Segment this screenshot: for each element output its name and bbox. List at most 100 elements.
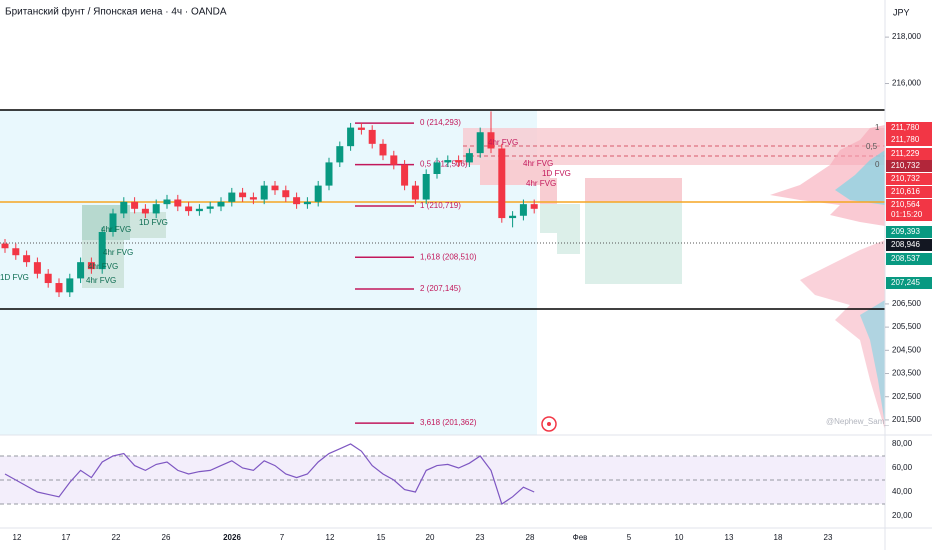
candle-body [66,278,74,293]
price-label: 211,780 [891,135,920,144]
candle-body [109,213,117,232]
candle-body [44,273,52,284]
fib-label: 0 (214,293) [420,118,461,127]
price-label-box [886,186,932,198]
candle-body [131,201,139,209]
price-label: 208,946 [891,240,920,249]
fvg-label: 4hr FVG [86,276,116,285]
rsi-tick-label: 60,00 [892,463,913,472]
chart-title: Британский фунт / Японская иена · 4ч · O… [5,6,227,18]
x-tick-label: 10 [675,533,684,542]
price-label: 211,229 [891,149,920,158]
fvg-label: 4hr FVG [88,262,118,271]
candle-body [163,199,171,205]
fvg-label: 1D FVG [542,169,571,178]
price-label-box [886,277,932,289]
candle-body [249,197,257,200]
candle-body [379,143,387,156]
fvg-label: 4hr FVG [103,248,133,257]
rsi-line [4,443,535,505]
price-label: 211,780 [891,123,920,132]
fvg-label: 1D FVG [0,273,29,282]
x-tick-label: 22 [112,533,121,542]
candle-body [87,262,95,270]
volume-profile [800,240,885,430]
x-tick-label: 17 [62,533,71,542]
candle-body [336,146,344,163]
candle-body [390,155,398,165]
fib-label: 3,618 (201,362) [420,418,477,427]
candle-body [465,153,473,163]
y-tick-label: 201,500 [892,415,921,424]
watermark: @Nephew_Sam_ [826,417,889,426]
candle-body [282,190,290,198]
candle-body [55,283,63,293]
candle-body [77,262,85,279]
candle-body [293,197,301,205]
x-tick-label: 5 [627,533,632,542]
candle-body [347,127,355,147]
x-tick-label: 12 [13,533,22,542]
price-label: 210,616 [891,187,920,196]
candle-body [1,243,9,249]
fvg-box [130,212,166,238]
fvg-label: 4hr FVG [101,225,131,234]
candle-body [98,232,106,270]
y-tick-label: 202,500 [892,392,921,401]
fvg-label: 4hr FVG [526,179,556,188]
y-tick-label: 205,500 [892,322,921,331]
price-label-box [886,253,932,265]
x-tick-label: 26 [162,533,171,542]
volume-profile [860,300,885,425]
candle-body [422,174,430,200]
candle-body [498,148,506,219]
price-label-box [886,239,932,251]
rsi-tick-label: 40,00 [892,487,913,496]
x-tick-label: 15 [377,533,386,542]
candle-body [314,185,322,202]
candle-body [476,132,484,154]
x-tick-label: 7 [280,533,285,542]
x-tick-label: 28 [526,533,535,542]
countdown: 01:15:20 [891,210,923,219]
candle-body [206,206,214,209]
x-tick-label: 13 [725,533,734,542]
x-tick-label: Фев [573,533,588,542]
x-tick-label: 23 [824,533,833,542]
y-tick-label: 218,000 [892,32,921,41]
zone-label: 0,5 [866,142,878,151]
candle-body [455,160,463,163]
rsi-tick-label: 80,00 [892,439,913,448]
candle-body [271,185,279,191]
fib-label: 1,618 (208,510) [420,252,477,261]
candle-body [411,185,419,200]
fib-label: 2 (207,145) [420,284,461,293]
y-tick-label: 204,500 [892,345,921,354]
fvg-label: 1D FVG [139,218,168,227]
countdown-box [886,210,932,221]
candle-body [401,164,409,186]
candle-body [444,160,452,163]
candle-body [519,204,527,216]
zone-label: 1 [875,123,880,132]
alert-icon[interactable] [541,416,557,432]
target-box [557,204,580,254]
volume-profile [835,150,885,205]
fvg-label: 4hr FVG [488,138,518,147]
candle-body [433,162,441,174]
price-label-box [886,134,932,146]
x-tick-label: 20 [426,533,435,542]
price-label-box [886,160,932,172]
price-label: 208,537 [891,254,920,263]
candle-body [530,204,538,209]
candle-body [368,129,376,144]
rsi-tick-label: 20,00 [892,511,913,520]
fib-label: 0,5 (212,506) [420,160,468,169]
y-tick-label: 203,500 [892,369,921,378]
stop-box [585,178,682,202]
fib-label: 1 (210,719) [420,201,461,210]
candle-body [12,248,20,256]
fvg-box [480,160,550,185]
